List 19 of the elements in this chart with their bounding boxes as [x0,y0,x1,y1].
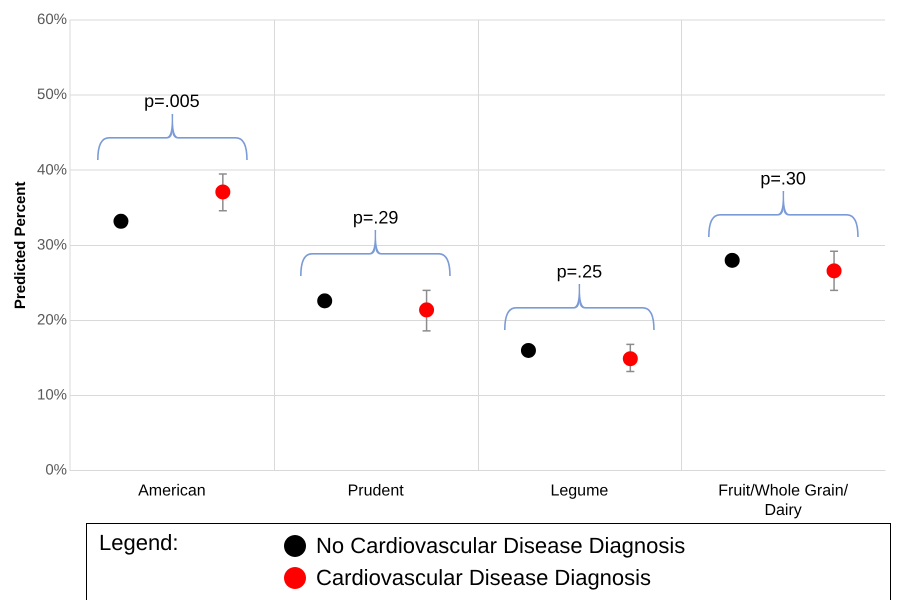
annotation: p=.25 [556,261,602,282]
legend-label: No Cardiovascular Disease Diagnosis [316,533,686,559]
y-tick-label: 40% [36,161,68,178]
y-tick-label: 30% [36,236,68,254]
y-tick-label: 50% [36,86,68,104]
y-tick-label: 60% [36,11,68,28]
y-axis-title: Predicted Percent [12,182,30,310]
x-tick-label: American [138,482,206,500]
legend-label: Cardiovascular Disease Diagnosis [316,565,652,591]
y-tick-label: 0% [45,462,68,479]
x-tick-label: Legume [550,482,608,500]
annotation: p=.005 [144,90,200,111]
y-tick-label: 10% [36,386,68,404]
y-tick-label: 20% [36,312,68,329]
legend-title: Legend: [99,530,180,557]
annotation: p=.30 [760,168,806,188]
annotation: p=.29 [352,207,398,228]
x-tick-label: Prudent [348,482,404,500]
x-tick-label: Fruit/Whole Grain/Dairy [718,482,849,519]
